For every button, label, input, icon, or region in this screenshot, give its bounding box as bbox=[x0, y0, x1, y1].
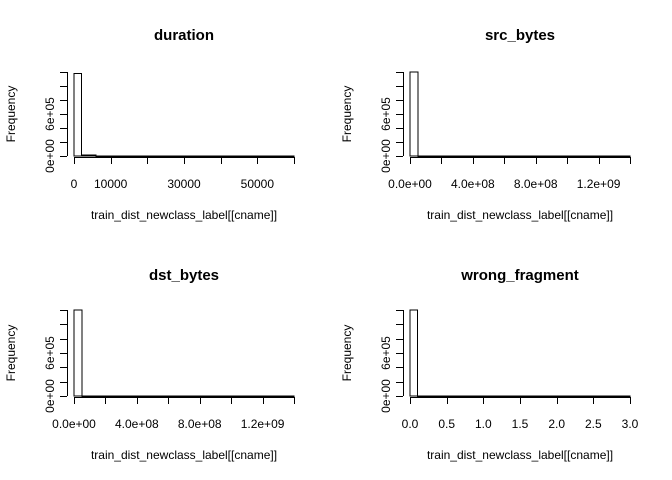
x-tick-label: 3.0 bbox=[622, 417, 639, 431]
histogram-bar bbox=[409, 309, 418, 397]
y-tick-label: 6e+05 bbox=[43, 336, 57, 370]
y-tick-label: 0e+00 bbox=[43, 139, 57, 173]
x-tick-label: 2.5 bbox=[585, 417, 602, 431]
histogram-bar bbox=[416, 395, 631, 397]
histogram-bar bbox=[81, 395, 295, 397]
x-tick-label: 0.0e+00 bbox=[388, 177, 432, 191]
panel-duration: duration 0 10000 30000 50000 0e+00 6e+05 train_… bbox=[4, 27, 295, 222]
x-tick-label: 1.2e+09 bbox=[577, 177, 621, 191]
x-tick-label: 8.0e+08 bbox=[514, 177, 558, 191]
y-axis-label: Frequency bbox=[4, 86, 18, 143]
chart-title: duration bbox=[154, 27, 214, 44]
y-tick-label: 0e+00 bbox=[379, 379, 393, 413]
x-tick-label: 4.0e+08 bbox=[451, 177, 495, 191]
x-tick-label: 0.5 bbox=[438, 417, 455, 431]
chart-title: src_bytes bbox=[485, 27, 555, 44]
histogram-bar bbox=[95, 155, 295, 157]
x-tick-label: 10000 bbox=[94, 177, 128, 191]
x-axis-label: train_dist_newclass_label[[cname]] bbox=[91, 208, 277, 222]
y-axis-label: Frequency bbox=[340, 325, 354, 382]
histogram-bar bbox=[73, 309, 83, 397]
x-tick-label: 4.0e+08 bbox=[115, 417, 159, 431]
histogram-bar bbox=[409, 71, 419, 157]
y-axis-label: Frequency bbox=[340, 86, 354, 143]
panel-dst-bytes: dst_bytes 0.0e+00 4.0e+08 8.0e+08 1.2e+09 0e+… bbox=[4, 267, 295, 462]
panel-src-bytes: src_bytes 0.0e+00 4.0e+08 8.0e+08 1.2e+09 0e+… bbox=[340, 27, 631, 222]
chart-title: dst_bytes bbox=[149, 267, 219, 284]
x-tick-label: 50000 bbox=[241, 177, 275, 191]
y-tick-label: 0e+00 bbox=[43, 379, 57, 413]
histogram-bar bbox=[73, 72, 82, 157]
x-tick-label: 0.0e+00 bbox=[52, 417, 96, 431]
x-tick-label: 1.2e+09 bbox=[241, 417, 285, 431]
y-axis-label: Frequency bbox=[4, 325, 18, 382]
panel-wrong-fragment: wrong_fragment 0.0 0.5 1.0 1.5 2.0 2.5 3.0 0e+00… bbox=[340, 267, 639, 462]
chart-title: wrong_fragment bbox=[460, 267, 579, 284]
y-tick-label: 6e+05 bbox=[43, 97, 57, 131]
histogram-bar bbox=[417, 155, 631, 157]
x-axis-label: train_dist_newclass_label[[cname]] bbox=[427, 208, 613, 222]
x-tick-label: 0 bbox=[71, 177, 78, 191]
x-tick-label: 30000 bbox=[167, 177, 201, 191]
x-tick-label: 1.5 bbox=[512, 417, 529, 431]
y-tick-label: 0e+00 bbox=[379, 139, 393, 173]
x-tick-label: 1.0 bbox=[475, 417, 492, 431]
y-tick-label: 6e+05 bbox=[379, 336, 393, 370]
histogram-bar bbox=[80, 154, 97, 157]
x-tick-label: 8.0e+08 bbox=[178, 417, 222, 431]
x-tick-label: 0.0 bbox=[402, 417, 419, 431]
y-tick-label: 6e+05 bbox=[379, 97, 393, 131]
x-tick-label: 2.0 bbox=[548, 417, 565, 431]
x-axis-label: train_dist_newclass_label[[cname]] bbox=[91, 448, 277, 462]
x-axis-label: train_dist_newclass_label[[cname]] bbox=[427, 448, 613, 462]
